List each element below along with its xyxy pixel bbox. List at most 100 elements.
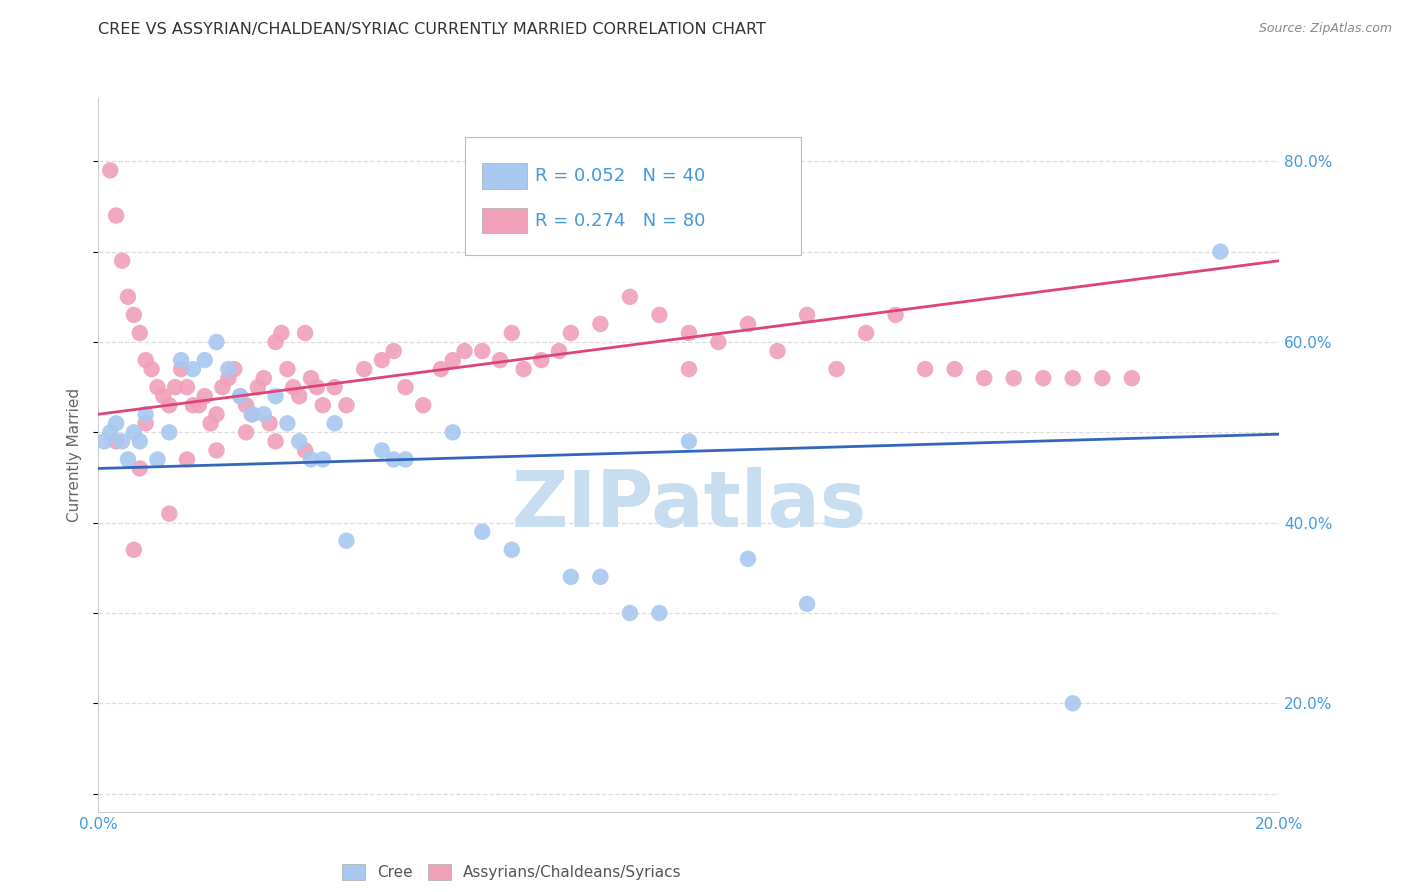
Legend: Cree, Assyrians/Chaldeans/Syriacs: Cree, Assyrians/Chaldeans/Syriacs [336, 858, 688, 886]
Point [973, 371, 995, 385]
Point [825, 362, 848, 376]
Point [323, 417, 346, 431]
Point [181, 362, 204, 376]
Point [589, 317, 612, 331]
Point [157, 507, 180, 521]
Point [737, 317, 759, 331]
Point [135, 353, 157, 368]
Point [371, 443, 394, 458]
Point [394, 452, 416, 467]
Point [117, 290, 139, 304]
Point [441, 425, 464, 440]
Point [1062, 371, 1084, 385]
Point [122, 542, 145, 557]
Point [135, 407, 157, 421]
Point [229, 389, 252, 403]
Point [141, 362, 163, 376]
Point [217, 362, 239, 376]
Point [240, 407, 263, 421]
Point [128, 461, 150, 475]
Point [288, 434, 311, 449]
Point [1209, 244, 1232, 259]
Point [146, 452, 169, 467]
Point [382, 452, 405, 467]
Point [105, 209, 128, 223]
Point [707, 334, 730, 349]
Point [276, 417, 298, 431]
Text: ZIPatlas: ZIPatlas [512, 467, 866, 543]
Point [294, 326, 316, 340]
Point [1121, 371, 1143, 385]
Point [205, 443, 228, 458]
Point [512, 362, 534, 376]
Point [200, 417, 222, 431]
Point [1091, 371, 1114, 385]
Point [471, 524, 494, 539]
Point [253, 407, 276, 421]
Point [253, 371, 276, 385]
Point [111, 434, 134, 449]
Point [105, 417, 128, 431]
FancyBboxPatch shape [482, 208, 527, 234]
Point [105, 434, 128, 449]
Point [122, 425, 145, 440]
Point [117, 452, 139, 467]
Point [246, 380, 269, 394]
Point [288, 389, 311, 403]
Point [312, 452, 335, 467]
Point [766, 344, 789, 359]
Y-axis label: Currently Married: Currently Married [67, 388, 83, 522]
Point [194, 389, 217, 403]
Point [157, 425, 180, 440]
Point [176, 380, 198, 394]
Point [560, 326, 582, 340]
Point [796, 597, 818, 611]
Point [943, 362, 966, 376]
Point [111, 253, 134, 268]
Point [619, 290, 641, 304]
Point [1032, 371, 1054, 385]
FancyBboxPatch shape [464, 137, 801, 255]
Point [217, 371, 239, 385]
Point [128, 326, 150, 340]
Point [312, 398, 335, 412]
Point [335, 533, 357, 548]
Point [259, 417, 281, 431]
Point [678, 326, 700, 340]
Point [648, 606, 671, 620]
Point [589, 570, 612, 584]
Text: Source: ZipAtlas.com: Source: ZipAtlas.com [1258, 22, 1392, 36]
Point [530, 353, 553, 368]
Point [619, 606, 641, 620]
Point [98, 163, 121, 178]
Point [412, 398, 434, 412]
Point [98, 425, 121, 440]
Point [737, 551, 759, 566]
Point [305, 380, 328, 394]
Point [371, 353, 394, 368]
Point [146, 380, 169, 394]
Point [128, 434, 150, 449]
Point [471, 344, 494, 359]
Point [299, 371, 322, 385]
Point [294, 443, 316, 458]
Point [353, 362, 375, 376]
Point [648, 308, 671, 322]
Point [394, 380, 416, 394]
Text: CREE VS ASSYRIAN/CHALDEAN/SYRIAC CURRENTLY MARRIED CORRELATION CHART: CREE VS ASSYRIAN/CHALDEAN/SYRIAC CURRENT… [98, 22, 766, 37]
Point [194, 353, 217, 368]
Point [170, 362, 193, 376]
Point [170, 353, 193, 368]
Point [430, 362, 453, 376]
Point [501, 542, 523, 557]
FancyBboxPatch shape [482, 163, 527, 189]
Point [914, 362, 936, 376]
Point [264, 389, 287, 403]
Point [187, 398, 209, 412]
Point [501, 326, 523, 340]
Point [205, 407, 228, 421]
Point [157, 398, 180, 412]
Point [205, 334, 228, 349]
Point [441, 353, 464, 368]
Point [548, 344, 571, 359]
